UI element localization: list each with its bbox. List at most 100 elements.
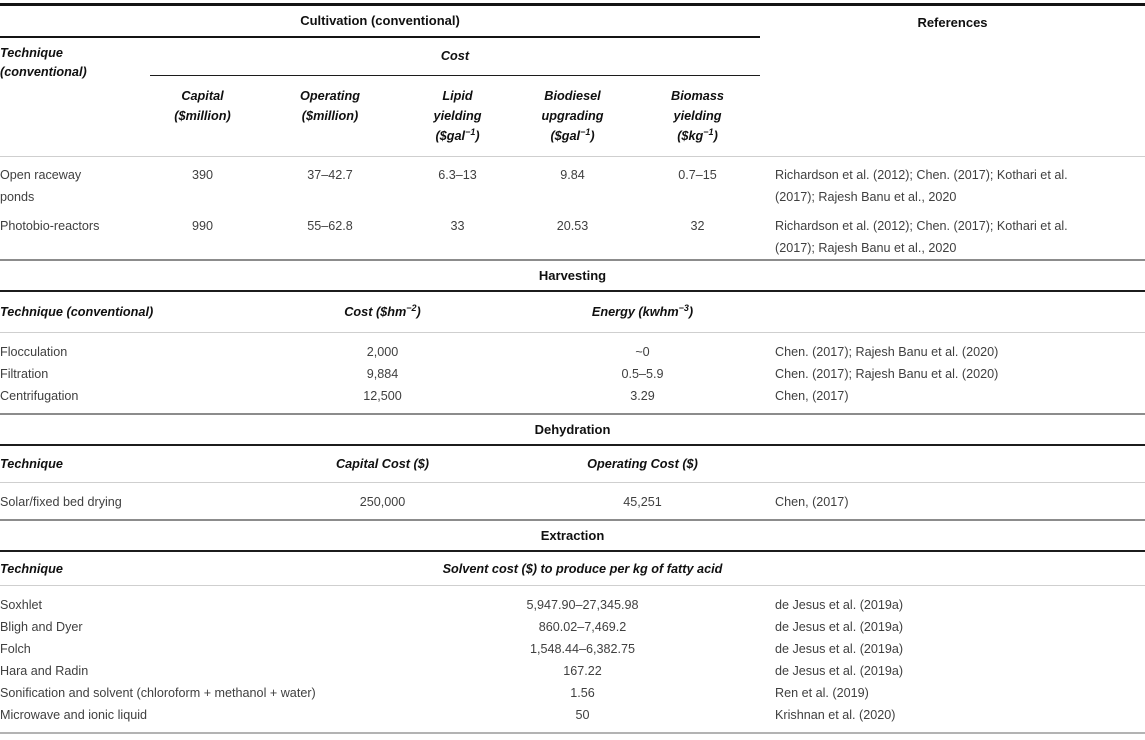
- technique-cell: Filtration: [0, 367, 49, 381]
- solvent-cost-value: 1.56: [570, 686, 595, 700]
- biodiesel-header-line2: upgrading: [541, 109, 604, 123]
- biomass-value: 0.7–15: [678, 168, 717, 182]
- technique-line2: ponds: [0, 190, 35, 204]
- dehydration-rows: Solar/fixed bed drying 250,000 45,251 Ch…: [0, 483, 1145, 519]
- capital-value: 390: [191, 168, 213, 182]
- technique-cell: Solar/fixed bed drying: [0, 495, 122, 509]
- solvent-cost-value: 167.22: [563, 664, 602, 678]
- column-header-capital: Capital ($million): [150, 76, 255, 156]
- technique-header-line2: (conventional): [0, 65, 87, 79]
- technique-line1: Photobio-reactors: [0, 219, 100, 233]
- column-header-lipid-yielding: Lipid yielding ($gal−1): [405, 76, 510, 156]
- capital-header-label: Capital: [181, 89, 224, 103]
- table-row: Centrifugation 12,500 3.29 Chen, (2017): [0, 385, 1145, 407]
- table-row: Flocculation 2,000 ~0 Chen. (2017); Raje…: [0, 341, 1145, 363]
- cost-value: 9,884: [366, 367, 399, 381]
- techno-economic-table: Cultivation (conventional) References Te…: [0, 3, 1145, 734]
- biodiesel-header-line1: Biodiesel: [544, 89, 601, 103]
- reference-cell: Richardson et al. (2012); Chen. (2017); …: [775, 168, 1068, 204]
- technique-header-line1: Technique: [0, 46, 63, 60]
- unit-close: ): [475, 129, 480, 143]
- capital-cost-value: 250,000: [359, 495, 406, 509]
- unit-text: ($million): [174, 109, 231, 123]
- unit-close: ): [713, 129, 718, 143]
- lipid-value: 6.3–13: [438, 168, 477, 182]
- column-header-operating: Operating ($million): [255, 76, 405, 156]
- technique-cell: Flocculation: [0, 345, 68, 359]
- section-divider: [0, 413, 1145, 415]
- unit-superscript: −3: [678, 302, 689, 313]
- operating-header-label: Operating: [300, 89, 360, 103]
- lipid-value: 33: [450, 219, 465, 233]
- table-bottom-border: [0, 732, 1145, 734]
- table-row: Soxhlet 5,947.90–27,345.98 de Jesus et a…: [0, 594, 1145, 616]
- energy-value: 3.29: [630, 389, 655, 403]
- operating-value: 37–42.7: [307, 168, 353, 182]
- table-top-border: [0, 3, 1145, 6]
- harvesting-column-headers: Technique (conventional) Cost ($hm−2) En…: [0, 292, 1145, 332]
- biodiesel-value: 20.53: [556, 219, 589, 233]
- reference-cell: Richardson et al. (2012); Chen. (2017); …: [775, 219, 1068, 255]
- biodiesel-header-unit: ($gal−1): [510, 126, 635, 146]
- biomass-header-line2: yielding: [673, 109, 722, 123]
- reference-cell: Chen, (2017): [775, 389, 849, 403]
- solvent-cost-value: 50: [575, 708, 590, 722]
- unit-text: Energy (kwhm: [591, 305, 679, 319]
- solvent-cost-value: 860.02–7,469.2: [538, 620, 627, 634]
- technique-cell: Microwave and ionic liquid: [0, 708, 147, 722]
- cost-group-header: Cost: [150, 36, 760, 76]
- operating-cost-value: 45,251: [623, 495, 662, 509]
- table-row: Filtration 9,884 0.5–5.9 Chen. (2017); R…: [0, 363, 1145, 385]
- extraction-technique-header: Technique: [0, 561, 63, 576]
- technique-cell: Folch: [0, 642, 31, 656]
- column-header-biodiesel-upgrading: Biodiesel upgrading ($gal−1): [510, 76, 635, 156]
- harvesting-title-rule: [0, 290, 1145, 292]
- header-separator-rule: [0, 482, 1145, 483]
- reference-cell: Chen. (2017); Rajesh Banu et al. (2020): [775, 345, 999, 359]
- dehydration-technique-header: Technique: [0, 457, 63, 471]
- table-row: Open raceway ponds 390 37–42.7 6.3–13 9.…: [0, 157, 1145, 208]
- unit-close: ): [416, 305, 421, 319]
- biodiesel-value: 9.84: [560, 168, 585, 182]
- table-row: Photobio-reactors 990 55–62.8 33 20.53 3…: [0, 208, 1145, 259]
- dehydration-section-title: Dehydration: [534, 422, 611, 437]
- technique-cell: Hara and Radin: [0, 664, 89, 678]
- reference-cell: de Jesus et al. (2019a): [775, 598, 904, 612]
- unit-text: Cost ($hm: [344, 305, 407, 319]
- unit-close: ): [590, 129, 595, 143]
- extraction-solvent-cost-header: Solvent cost ($) to produce per kg of fa…: [442, 561, 723, 576]
- unit-superscript: −1: [465, 126, 476, 137]
- harvesting-energy-header: Energy (kwhm−3): [510, 302, 775, 319]
- technique-cell: Open raceway ponds: [0, 164, 150, 208]
- cost-value: 2,000: [366, 345, 399, 359]
- lipid-header-line1: Lipid: [442, 89, 473, 103]
- technique-cell: Soxhlet: [0, 598, 43, 612]
- unit-text: ($gal: [550, 129, 581, 143]
- extraction-section-title: Extraction: [540, 528, 605, 543]
- table-row: Sonification and solvent (chloroform + m…: [0, 682, 1145, 704]
- table-row: Microwave and ionic liquid 50 Krishnan e…: [0, 704, 1145, 726]
- header-separator-rule: [0, 585, 1145, 586]
- technique-cell: Bligh and Dyer: [0, 620, 83, 634]
- dehydration-operating-header: Operating Cost ($): [587, 457, 698, 471]
- section-divider: [0, 259, 1145, 261]
- capital-value: 990: [191, 219, 213, 233]
- harvesting-technique-header: Technique (conventional): [0, 305, 154, 319]
- extraction-title-rule: [0, 550, 1145, 552]
- reference-cell: Chen. (2017); Rajesh Banu et al. (2020): [775, 367, 999, 381]
- cost-value: 12,500: [363, 389, 402, 403]
- technique-cell: Photobio-reactors: [0, 215, 150, 237]
- unit-text: ($gal: [435, 129, 466, 143]
- cultivation-title-band: Cultivation (conventional) References: [0, 6, 1145, 38]
- extraction-column-headers: Technique Solvent cost ($) to produce pe…: [0, 552, 1145, 585]
- unit-close: ): [688, 305, 694, 319]
- dehydration-title-rule: [0, 444, 1145, 446]
- table-row: Solar/fixed bed drying 250,000 45,251 Ch…: [0, 491, 1145, 513]
- biomass-header-line1: Biomass: [671, 89, 724, 103]
- energy-value: ~0: [635, 345, 650, 359]
- operating-value: 55–62.8: [307, 219, 353, 233]
- solvent-cost-value: 1,548.44–6,382.75: [529, 642, 636, 656]
- header-separator-rule: [0, 156, 1145, 157]
- unit-superscript: −1: [580, 126, 591, 137]
- cultivation-section-title: Cultivation (conventional): [0, 6, 760, 38]
